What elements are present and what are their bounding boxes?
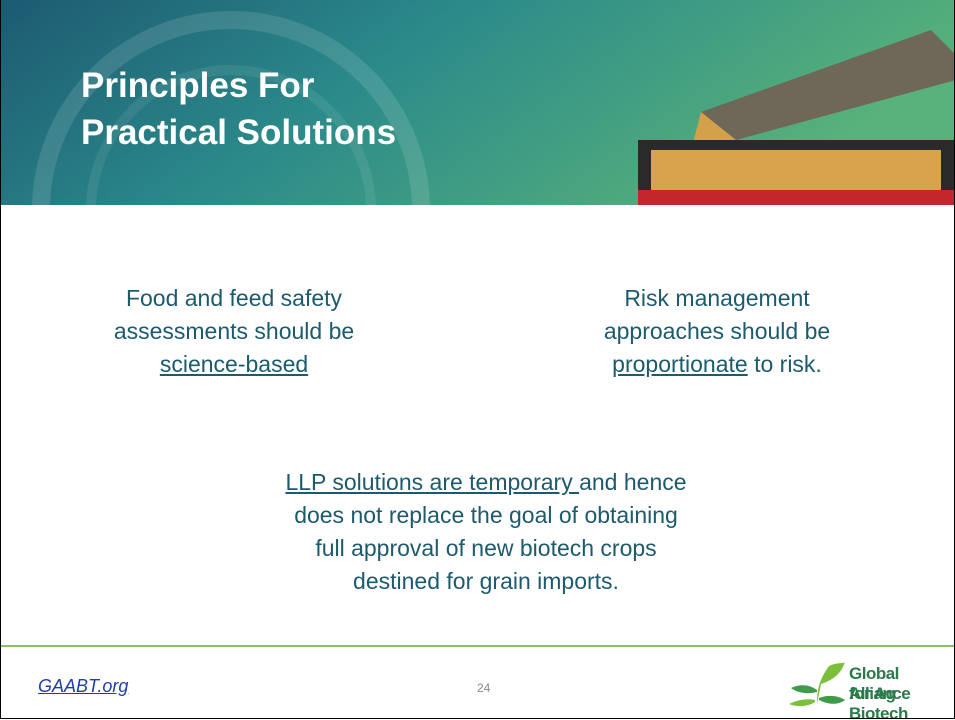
- point: Risk management approaches should be pro…: [541, 282, 893, 381]
- logo-text: for Ag Biotech Trade: [849, 684, 954, 719]
- underlined-text: science-based: [160, 351, 308, 377]
- text-line: approaches should be: [541, 315, 893, 348]
- title: Principles For: [81, 66, 314, 106]
- text-line: Food and feed safety: [61, 282, 407, 315]
- text-line: assessments should be: [61, 315, 407, 348]
- logo-icon: [789, 660, 847, 708]
- underlined-text: proportionate: [612, 351, 748, 377]
- text: to risk.: [748, 351, 822, 377]
- page-number: 24: [477, 681, 490, 695]
- footer-rule: [1, 645, 955, 647]
- text: and hence: [579, 469, 686, 495]
- page: Principles For Practical Solutions Food …: [0, 0, 955, 720]
- text-line: destined for grain imports.: [181, 565, 791, 598]
- point: Food and feed safety assessments should …: [61, 282, 407, 381]
- underlined-text: LLP solutions are temporary: [285, 469, 579, 495]
- title: Practical Solutions: [81, 113, 396, 153]
- text-line: full approval of new biotech crops: [181, 532, 791, 565]
- footer-link[interactable]: GAABT.org: [38, 676, 128, 697]
- text-line: does not replace the goal of obtaining: [181, 499, 791, 532]
- text-line: Risk management: [541, 282, 893, 315]
- point: LLP solutions are temporary and hence do…: [181, 466, 791, 598]
- slide: Principles For Practical Solutions Food …: [0, 0, 955, 719]
